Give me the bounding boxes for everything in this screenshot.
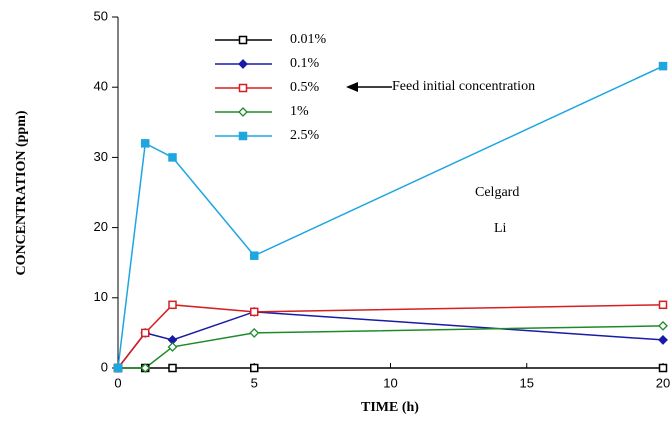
x-tick-label: 5 [251,375,258,390]
marker [168,363,177,373]
y-tick-label: 50 [94,8,108,23]
series-line [117,304,664,369]
marker [249,327,260,338]
marker [168,300,177,310]
x-tick-label: 20 [656,375,670,390]
x-tick-label: 10 [383,375,397,390]
x-tick-label: 15 [520,375,534,390]
legend-label: 0.5% [290,80,320,95]
marker [113,363,123,373]
marker [140,363,151,373]
legend-marker [238,131,248,141]
legend-marker [238,107,248,117]
y-axis-title: CONCENTRATION (ppm) [14,110,29,275]
legend-marker [238,35,248,45]
y-tick-label: 30 [94,149,108,164]
marker [141,328,150,338]
annotation: Li [494,221,507,236]
annotation-arrowhead [346,82,358,92]
marker [250,251,259,260]
legend-marker [238,83,248,93]
marker [250,363,259,373]
annotation: Feed initial concentration [392,79,535,94]
y-tick-label: 20 [94,219,108,234]
y-tick-label: 0 [101,359,108,374]
annotation: Celgard [475,185,519,200]
marker [168,153,177,162]
marker [658,363,668,373]
legend-label: 2.5% [290,128,320,143]
series-line [118,325,664,369]
series-line [117,65,664,369]
marker [658,335,668,345]
marker [658,300,668,310]
marker [658,320,668,331]
marker [658,61,668,71]
series-line [117,311,664,369]
y-tick-label: 10 [94,289,108,304]
y-tick-label: 40 [94,79,108,94]
x-axis-title: TIME (h) [361,400,419,415]
legend-label: 0.01% [290,32,327,47]
x-tick-label: 0 [114,375,121,390]
legend-marker [238,59,248,69]
legend-label: 1% [290,104,309,119]
legend-label: 0.1% [290,56,320,71]
marker [167,342,178,352]
marker [141,139,150,148]
marker [250,307,259,317]
